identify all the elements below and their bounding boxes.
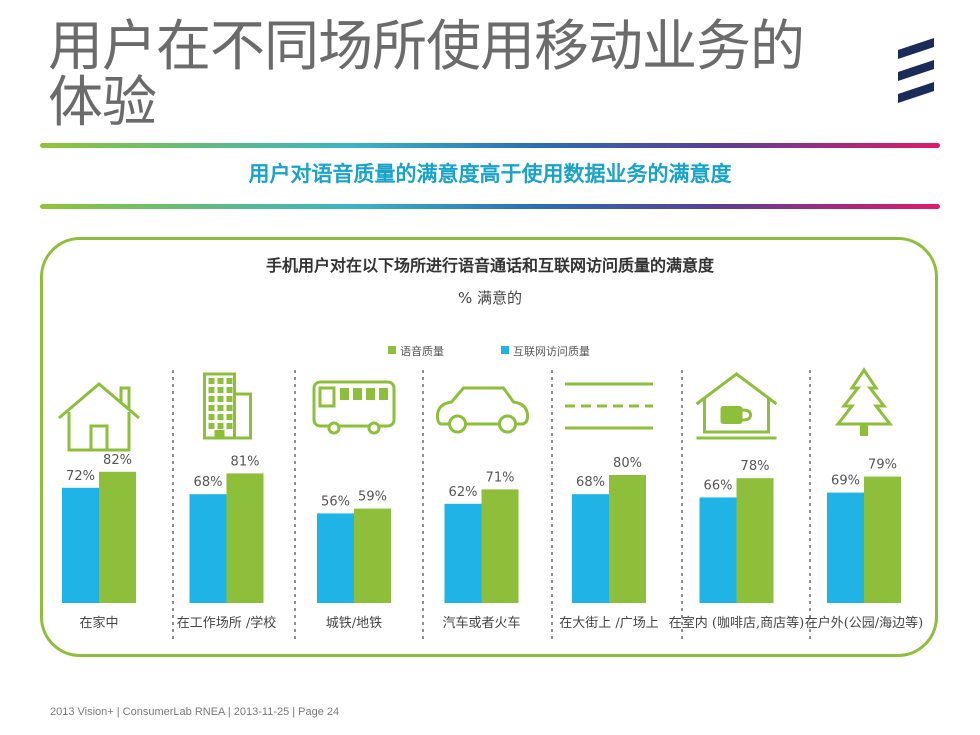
chart-title: 手机用户对在以下场所进行语音通话和互联网访问质量的满意度 [266, 256, 715, 275]
data-label-internet: 72% [66, 469, 95, 484]
car-icon [435, 386, 530, 434]
top-divider [40, 143, 940, 148]
legend-label-internet: 互联网访问质量 [513, 345, 590, 358]
category-label: 在工作场所 /学校 [177, 615, 277, 631]
cafe-icon [695, 372, 778, 440]
legend-swatch-internet [501, 346, 509, 354]
bar-internet [317, 513, 354, 603]
category-label: 在大街上 /广场上 [559, 616, 659, 631]
bar-voice [354, 508, 391, 603]
street-icon [565, 382, 653, 430]
data-label-voice: 81% [231, 454, 260, 469]
category-label: 城铁/地铁 [326, 616, 382, 631]
data-label-voice: 71% [486, 470, 515, 485]
data-label-voice: 78% [741, 459, 770, 474]
data-label-voice: 80% [613, 456, 642, 471]
legend-swatch-voice [388, 346, 396, 354]
category-label: 在家中 [79, 615, 118, 631]
category-label: 汽车或者火车 [442, 615, 520, 631]
data-label-voice: 82% [103, 453, 132, 468]
tree-icon [834, 367, 894, 436]
data-label-internet: 69% [831, 474, 860, 489]
office-building-icon [203, 372, 252, 440]
data-label-internet: 68% [576, 475, 605, 490]
bar-internet [572, 494, 609, 603]
bar-voice [736, 478, 774, 603]
data-label-internet: 66% [704, 478, 733, 493]
bus-icon [312, 380, 396, 435]
bar-voice [609, 475, 646, 603]
bottom-divider [40, 204, 940, 209]
data-label-internet: 56% [321, 494, 350, 509]
house-icon [58, 382, 140, 452]
category-label: 在室内 (咖啡店,商店等) [669, 615, 804, 631]
data-label-voice: 59% [358, 490, 387, 505]
chart-panel [40, 237, 938, 657]
bar-internet [62, 487, 99, 603]
page-subtitle: 用户对语音质量的满意度高于使用数据业务的满意度 [248, 162, 732, 186]
chart-unit-label: % 满意的 [458, 289, 522, 307]
footer-text: 2013 Vision+ | ConsumerLab RNEA | 2013-1… [50, 706, 340, 718]
ericsson-logo-icon [898, 38, 934, 103]
bar-internet [699, 497, 737, 603]
bar-voice [226, 473, 264, 603]
bar-voice [481, 489, 519, 603]
category-label: 在户外(公园/海边等) [805, 615, 924, 631]
legend-label-voice: 语音质量 [400, 344, 444, 358]
bar-voice [99, 471, 136, 603]
bar-internet [444, 503, 482, 603]
data-label-internet: 68% [194, 475, 223, 490]
bar-internet [827, 492, 864, 603]
bar-internet [189, 494, 227, 603]
page-title: 用户在不同场所使用移动业务的体验 [48, 14, 805, 134]
data-label-internet: 62% [449, 485, 478, 500]
bar-voice [864, 476, 901, 603]
data-label-voice: 79% [868, 458, 897, 473]
